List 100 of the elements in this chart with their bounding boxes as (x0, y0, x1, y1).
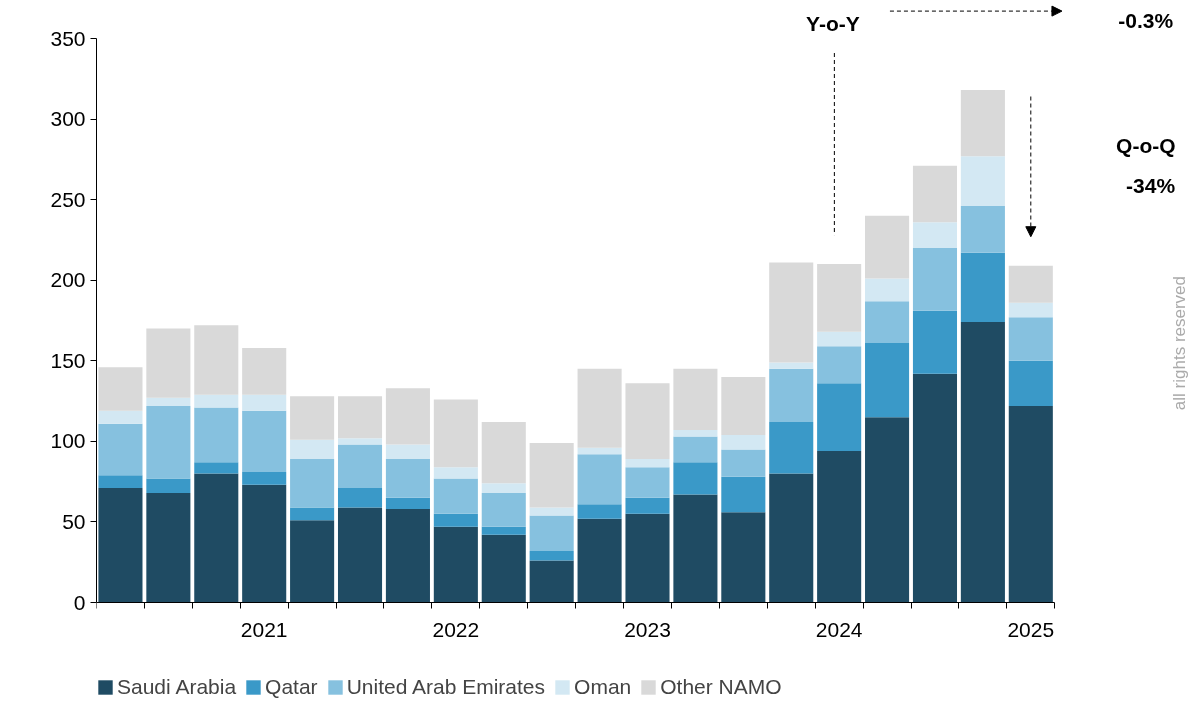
bar (721, 512, 766, 603)
bar (481, 492, 526, 527)
bar (98, 410, 143, 424)
legend-label: Oman (574, 675, 632, 699)
bar (960, 90, 1005, 157)
text: Q-o-Q (1116, 134, 1176, 158)
bar (960, 206, 1005, 253)
bar (146, 397, 191, 406)
bar (721, 376, 766, 435)
x-tick-label: 2021 (240, 617, 288, 641)
bar (577, 518, 622, 603)
bar (912, 165, 958, 223)
bar (481, 526, 526, 535)
bar (433, 467, 478, 479)
bar (98, 423, 143, 476)
bar (673, 436, 718, 463)
bar (433, 526, 478, 603)
bar (769, 362, 814, 369)
bar (865, 417, 910, 603)
bar (1008, 302, 1053, 318)
bar (865, 343, 910, 418)
bar (385, 509, 430, 603)
bar (194, 394, 239, 408)
bar (290, 439, 335, 460)
bar (577, 504, 622, 519)
bar (625, 459, 670, 468)
bar (146, 478, 191, 493)
bar (912, 373, 958, 603)
bar (625, 497, 670, 514)
bar (673, 368, 718, 431)
y-tick-label: 250 (50, 187, 86, 211)
bar (529, 442, 574, 508)
bar (817, 331, 862, 347)
bar (385, 497, 430, 510)
bar (194, 325, 239, 395)
bar (865, 278, 910, 302)
bar (146, 328, 191, 398)
x-tick-label: 2023 (624, 617, 671, 641)
text: all rights reserved (1169, 275, 1189, 411)
bar (817, 383, 862, 452)
x-tick-label: 2022 (432, 617, 480, 641)
bar (960, 156, 1005, 207)
bar (721, 434, 766, 450)
bar (1008, 405, 1053, 603)
y-tick-label: 350 (50, 26, 86, 50)
text: Y-o-Y (806, 12, 860, 36)
bar (769, 422, 814, 474)
bar (337, 396, 383, 439)
bar (98, 488, 143, 603)
bar (194, 473, 239, 603)
bar (769, 473, 814, 603)
bar (1008, 265, 1053, 303)
bar (769, 368, 814, 423)
bar (290, 459, 335, 508)
bar (337, 507, 383, 603)
bar (1008, 360, 1053, 406)
bar (625, 513, 670, 603)
bar (337, 488, 383, 508)
bar (242, 394, 287, 411)
x-tick-label: 2024 (815, 617, 863, 641)
text: -34% (1126, 173, 1176, 197)
bar (146, 492, 191, 603)
bar (529, 560, 574, 603)
bar (242, 484, 287, 603)
bar (242, 410, 287, 472)
bar (817, 451, 862, 603)
bar (817, 346, 862, 384)
legend-label: Other NAMO (660, 675, 782, 699)
bar (98, 367, 143, 411)
legend-label: United Arab Emirates (346, 675, 546, 699)
bar (1008, 317, 1053, 361)
x-tick-label: 2025 (1007, 617, 1055, 641)
bar (194, 407, 239, 463)
y-tick-label: 200 (50, 268, 86, 292)
bar (242, 347, 287, 395)
bar (912, 247, 958, 311)
bar (577, 447, 622, 455)
bar (912, 310, 958, 374)
bar (529, 515, 574, 551)
bar (721, 476, 766, 513)
bar (577, 368, 622, 448)
bar (960, 322, 1005, 603)
bar (385, 444, 430, 460)
bar (721, 449, 766, 477)
bar (433, 478, 478, 514)
y-tick-label: 150 (50, 348, 86, 372)
y-tick-label: 0 (73, 590, 86, 614)
bar (817, 264, 862, 332)
bar (577, 454, 622, 505)
legend-label: Qatar (265, 675, 318, 699)
bar (98, 475, 143, 489)
bar (481, 483, 526, 493)
bar (865, 301, 910, 344)
bar (385, 388, 430, 445)
bar (769, 262, 814, 363)
bar (481, 534, 526, 603)
text: -0.3% (1118, 9, 1174, 33)
y-tick-label: 100 (50, 429, 86, 453)
bar (385, 459, 430, 498)
bar (242, 471, 287, 485)
